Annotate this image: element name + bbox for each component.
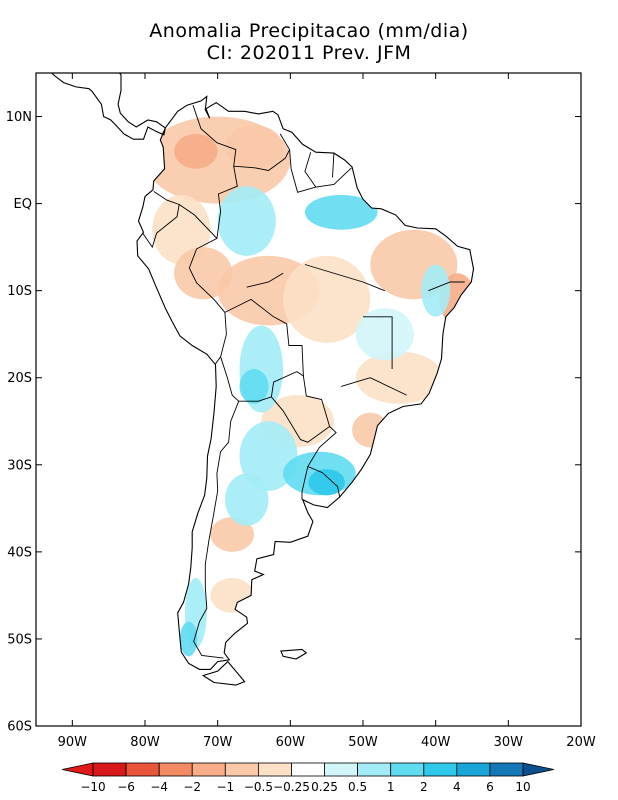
country-border: [341, 377, 407, 396]
colorbar-label: −0.25: [273, 780, 310, 794]
colorbar-swatch: [423, 762, 458, 777]
coastline: [201, 660, 246, 686]
lat-tick-label: 10S: [7, 284, 32, 299]
lon-tick-label: 20W: [566, 735, 596, 750]
country-border: [301, 466, 309, 500]
axis-ticks: [36, 73, 582, 727]
colorbar-label: −10: [80, 780, 105, 794]
lat-tick-label: 30S: [7, 458, 32, 473]
lat-tick-label: 40S: [7, 545, 32, 560]
colorbar-swatch: [224, 762, 259, 777]
map-title: Anomalia Precipitacao (mm/dia): [149, 20, 469, 42]
colorbar-label: 0.5: [348, 780, 367, 794]
lat-tick-label: 50S: [7, 632, 32, 647]
colorbar-swatch: [158, 762, 193, 777]
colorbar-swatch: [291, 762, 325, 777]
coastline: [136, 95, 475, 670]
lon-tick-label: 50W: [348, 735, 378, 750]
country-border: [233, 133, 291, 171]
latitude-labels: 10N EQ 10S 20S 30S 40S 50S 60S: [6, 110, 32, 734]
longitude-labels: 90W 80W 70W 60W 50W 40W 30W 20W: [58, 735, 596, 750]
colorbar-low-arrow: [61, 762, 94, 777]
colorbar-labels: −10 −6 −4 −2 −1 −0.5 −0.25 0.25 0.5 1 2 4 6 10: [80, 780, 530, 794]
country-border: [332, 153, 335, 178]
country-border: [363, 316, 393, 369]
country-border: [304, 152, 317, 188]
colorbar-swatch: [324, 762, 358, 777]
country-border: [271, 375, 331, 443]
colorbar-swatch: [390, 762, 425, 777]
lon-tick-label: 30W: [494, 735, 524, 750]
colorbar-high-arrow: [522, 762, 555, 777]
lat-tick-label: 20S: [7, 371, 32, 386]
country-border: [142, 191, 180, 249]
colorbar-label: −1: [216, 780, 234, 794]
colorbar-label: −6: [117, 780, 135, 794]
country-border: [224, 298, 304, 402]
lon-tick-label: 40W: [421, 735, 451, 750]
colorbar-label: 1: [387, 780, 395, 794]
colorbar-swatch: [357, 762, 392, 777]
lon-tick-label: 70W: [203, 735, 233, 750]
colorbar-label: 2: [420, 780, 428, 794]
colorbar-label: 0.25: [311, 780, 338, 794]
map-subtitle: CI: 202011 Prev. JFM: [206, 42, 412, 64]
map-frame: [35, 72, 582, 727]
coastlines: [50, 73, 475, 686]
colorbar-label: −0.5: [244, 780, 273, 794]
country-borders: [142, 105, 465, 659]
lat-tick-label: EQ: [14, 197, 32, 212]
country-border: [178, 204, 227, 365]
country-border: [289, 149, 352, 193]
colorbar-label: 6: [486, 780, 494, 794]
colorbar-label: −4: [150, 780, 168, 794]
coastline: [280, 648, 308, 660]
lat-tick-label: 10N: [6, 110, 32, 125]
coastline: [50, 73, 166, 140]
colorbar-swatch: [456, 762, 491, 777]
lon-tick-label: 80W: [130, 735, 160, 750]
colorbar-swatch: [92, 762, 127, 777]
colorbar-label: −2: [183, 780, 201, 794]
lon-tick-label: 90W: [58, 735, 88, 750]
lon-tick-label: 60W: [276, 735, 306, 750]
colorbar: [61, 762, 555, 777]
colorbar-swatch: [191, 762, 226, 777]
colorbar-label: 10: [515, 780, 530, 794]
country-border: [428, 281, 465, 292]
country-border: [193, 356, 240, 659]
country-border: [304, 264, 385, 292]
country-border: [246, 272, 284, 288]
colorbar-swatch: [125, 762, 160, 777]
lat-tick-label: 60S: [7, 720, 32, 735]
colorbar-swatch: [489, 762, 524, 777]
colorbar-label: 4: [453, 780, 461, 794]
colorbar-swatch: [257, 762, 292, 777]
